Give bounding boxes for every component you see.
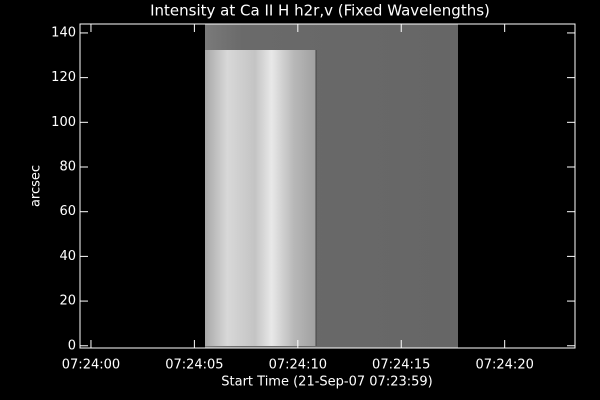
x-tick-label: 07:24:15 (372, 358, 430, 373)
x-tick-label: 07:24:10 (269, 358, 327, 373)
x-tick-label: 07:24:20 (475, 358, 533, 373)
y-tick-label: 80 (59, 160, 76, 175)
plot-frame (79, 23, 576, 349)
y-axis-label: arcsec (29, 165, 44, 207)
y-tick-label: 100 (51, 115, 76, 130)
x-tick-label: 07:24:00 (62, 358, 120, 373)
x-axis-label: Start Time (21-Sep-07 07:23:59) (221, 375, 432, 390)
x-tick-label: 07:24:05 (165, 358, 223, 373)
y-tick-label: 20 (59, 294, 76, 309)
chart-title: Intensity at Ca II H h2r,v (Fixed Wavele… (150, 2, 490, 20)
y-tick-label: 40 (59, 249, 76, 264)
y-tick-label: 140 (51, 25, 76, 40)
y-tick-label: 120 (51, 70, 76, 85)
image-bright-block (205, 50, 316, 346)
y-tick-label: 60 (59, 204, 76, 219)
y-tick-label: 0 (68, 338, 76, 353)
